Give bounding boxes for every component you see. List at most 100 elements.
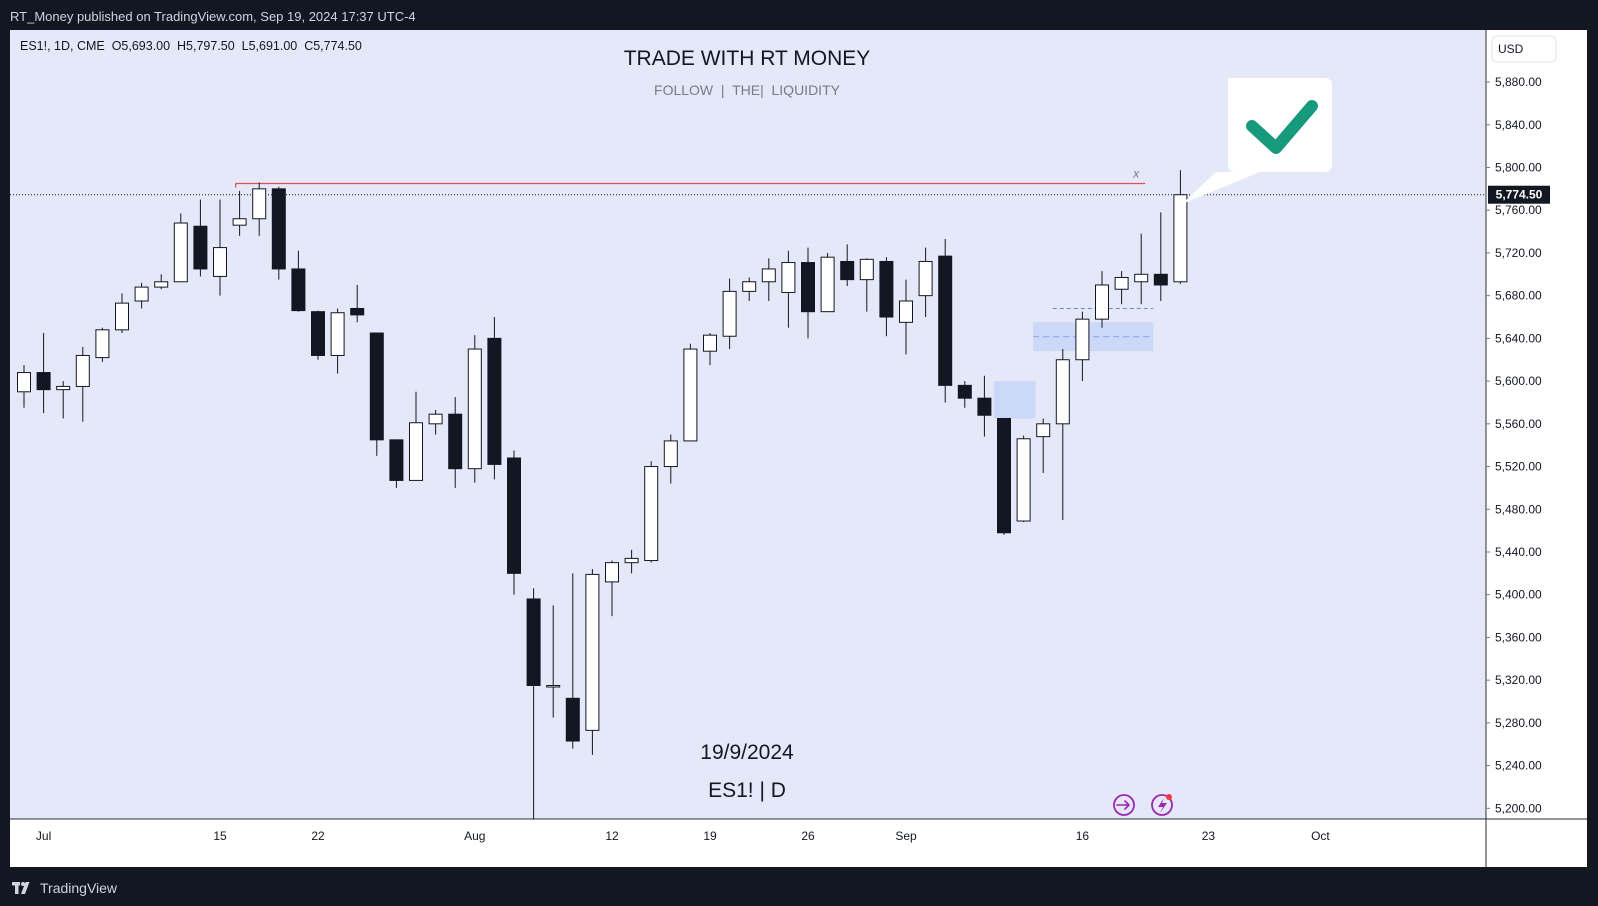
candle[interactable] xyxy=(409,391,423,481)
candle[interactable] xyxy=(585,569,600,755)
candle[interactable] xyxy=(761,258,776,301)
candle[interactable] xyxy=(1173,170,1188,284)
footer-bar: TradingView xyxy=(0,872,1598,906)
candle-body xyxy=(1153,273,1168,286)
candle[interactable] xyxy=(722,278,737,350)
candle[interactable] xyxy=(17,365,31,408)
replay-icon[interactable] xyxy=(1113,794,1135,816)
candle[interactable] xyxy=(467,335,482,483)
candle-body xyxy=(409,422,423,481)
candle[interactable] xyxy=(1134,233,1149,305)
candle-body xyxy=(1095,284,1109,320)
candle[interactable] xyxy=(644,461,659,563)
candle[interactable] xyxy=(605,560,619,617)
candle[interactable] xyxy=(859,258,874,312)
candle[interactable] xyxy=(1114,271,1129,305)
candle[interactable] xyxy=(56,381,71,419)
candle[interactable] xyxy=(389,439,404,488)
checkmark-icon xyxy=(1246,100,1318,154)
candle[interactable] xyxy=(742,277,757,301)
price-axis[interactable] xyxy=(1486,30,1587,819)
candle-body xyxy=(252,188,267,220)
candle-body xyxy=(820,256,835,313)
price-tick-label: 5,320.00 xyxy=(1495,673,1542,687)
candle[interactable] xyxy=(330,308,345,374)
candle[interactable] xyxy=(507,450,521,595)
candle[interactable] xyxy=(781,250,796,328)
candle[interactable] xyxy=(193,199,208,277)
candle[interactable] xyxy=(546,605,561,718)
candle[interactable] xyxy=(526,588,541,819)
candle[interactable] xyxy=(1075,311,1090,382)
candle[interactable] xyxy=(840,244,855,287)
candle[interactable] xyxy=(487,317,502,480)
candle[interactable] xyxy=(428,409,443,435)
candle[interactable] xyxy=(95,327,110,362)
candle-body xyxy=(1114,276,1129,290)
candle[interactable] xyxy=(115,293,129,334)
candle[interactable] xyxy=(134,282,149,309)
candle[interactable] xyxy=(879,257,894,337)
date-label: 19/9/2024 xyxy=(700,741,794,764)
currency-label: USD xyxy=(1498,42,1524,56)
candle[interactable] xyxy=(350,284,365,323)
candle-body xyxy=(997,417,1011,534)
candle-body xyxy=(467,348,482,470)
candle[interactable] xyxy=(154,274,169,290)
candle[interactable] xyxy=(1036,418,1051,473)
candle-body xyxy=(369,332,384,441)
time-tick-label: 16 xyxy=(1076,829,1090,843)
candle[interactable] xyxy=(801,247,815,339)
time-tick-label: 22 xyxy=(311,829,325,843)
candle[interactable] xyxy=(683,343,698,442)
time-tick-label: 26 xyxy=(801,829,815,843)
candle[interactable] xyxy=(173,213,188,283)
candle[interactable] xyxy=(938,239,953,403)
price-ticks: 5,200.00 5,240.00 5,280.00 5,320.00 5,360.00… xyxy=(1486,75,1542,815)
candle[interactable] xyxy=(252,182,267,236)
candle[interactable] xyxy=(311,310,325,360)
check-callout[interactable] xyxy=(1182,78,1332,204)
candle[interactable] xyxy=(565,573,580,749)
candle[interactable] xyxy=(291,250,306,312)
candle-body xyxy=(173,222,188,283)
candle[interactable] xyxy=(369,332,384,456)
candle[interactable] xyxy=(213,199,227,296)
price-tick-label: 5,880.00 xyxy=(1495,75,1542,89)
candle[interactable] xyxy=(663,434,678,484)
price-tick-label: 5,600.00 xyxy=(1495,374,1542,388)
candle[interactable] xyxy=(918,247,933,318)
candle[interactable] xyxy=(957,381,972,408)
candle[interactable] xyxy=(624,549,639,574)
candle[interactable] xyxy=(36,333,51,414)
candle-body xyxy=(507,457,521,574)
time-axis[interactable] xyxy=(10,819,1587,867)
candle[interactable] xyxy=(899,279,913,355)
candle[interactable] xyxy=(977,375,992,437)
candlestick-chart[interactable]: x 5,774.50 5,200.00 5,240.00 5,280.00 5,320.… xyxy=(10,30,1587,867)
candle-body xyxy=(899,300,913,323)
candle[interactable] xyxy=(703,333,717,366)
candle[interactable] xyxy=(820,252,835,313)
candle-body xyxy=(801,262,815,313)
candle[interactable] xyxy=(997,417,1011,535)
liquidity-zone[interactable] xyxy=(994,381,1036,419)
candle[interactable] xyxy=(1055,349,1070,520)
tradingview-brand[interactable]: TradingView xyxy=(12,880,117,896)
candle-body xyxy=(565,697,580,742)
candle[interactable] xyxy=(1095,271,1109,328)
candle-body xyxy=(879,260,894,318)
candle-body xyxy=(36,372,51,391)
lightning-icon[interactable] xyxy=(1151,794,1173,816)
candle-body xyxy=(134,286,149,302)
candle-body xyxy=(1036,423,1051,438)
candle[interactable] xyxy=(1016,435,1031,523)
candle[interactable] xyxy=(1153,212,1168,301)
candle-body xyxy=(193,225,208,270)
candle[interactable] xyxy=(448,397,463,488)
chart-subtitle: FOLLOW | THE| LIQUIDITY xyxy=(654,82,841,98)
candle[interactable] xyxy=(75,346,90,422)
candle[interactable] xyxy=(232,190,247,236)
currency-button[interactable]: USD xyxy=(1491,35,1557,63)
candle[interactable] xyxy=(271,186,286,280)
